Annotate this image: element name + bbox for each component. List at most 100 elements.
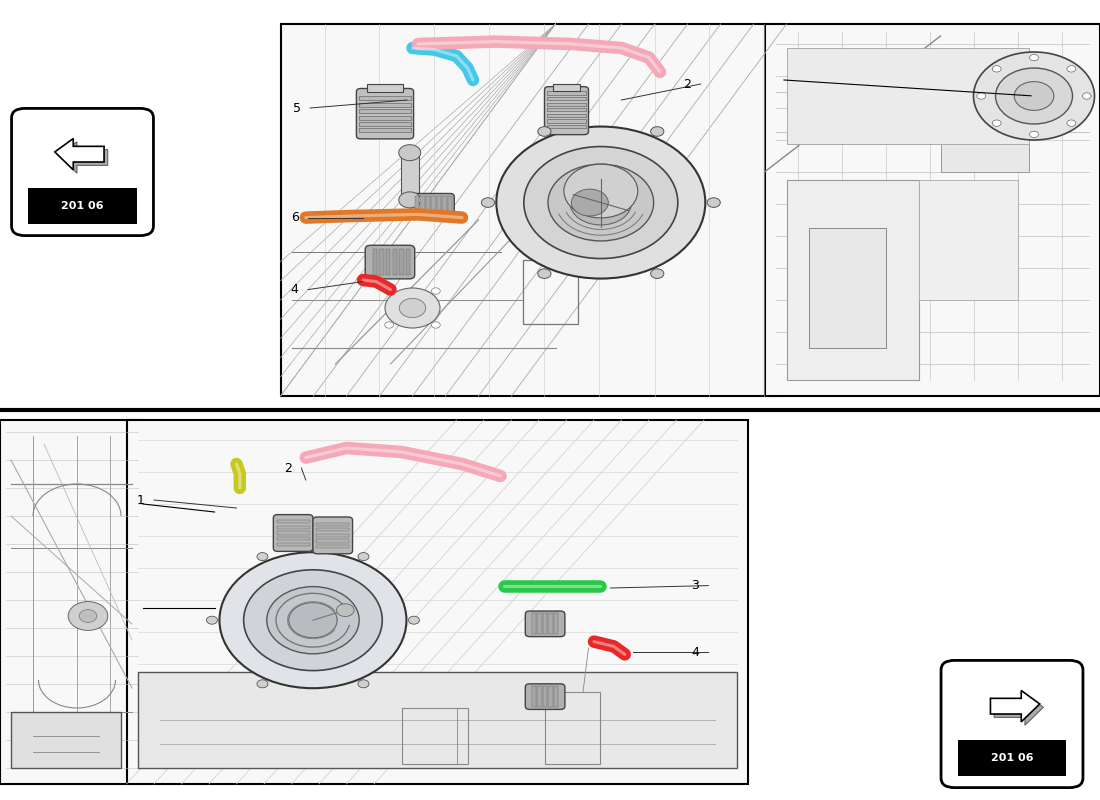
Bar	[0, 420, 143, 784]
Circle shape	[385, 288, 440, 328]
Circle shape	[257, 680, 268, 688]
Bar	[11, 712, 121, 768]
Text: 201 06: 201 06	[62, 201, 103, 210]
Bar	[538, 686, 542, 707]
Bar	[764, 24, 1100, 396]
Bar	[538, 614, 542, 634]
Bar	[549, 686, 553, 707]
Bar	[547, 97, 586, 100]
Circle shape	[385, 288, 394, 294]
Circle shape	[707, 198, 721, 207]
Circle shape	[482, 198, 495, 207]
Bar	[426, 196, 430, 217]
Circle shape	[79, 610, 97, 622]
Bar	[359, 103, 411, 107]
Polygon shape	[990, 690, 1040, 722]
Bar	[402, 708, 468, 764]
FancyBboxPatch shape	[356, 89, 414, 139]
Text: 2: 2	[284, 462, 293, 474]
Polygon shape	[994, 694, 1044, 726]
Bar	[317, 522, 350, 526]
Circle shape	[207, 616, 218, 624]
Circle shape	[571, 189, 608, 216]
Text: 1: 1	[136, 494, 145, 506]
Bar	[420, 196, 425, 217]
Text: 5: 5	[293, 102, 301, 114]
Bar	[918, 180, 1018, 300]
FancyBboxPatch shape	[365, 246, 415, 279]
Circle shape	[219, 552, 407, 688]
Bar	[276, 542, 310, 546]
Circle shape	[398, 192, 420, 208]
Bar	[808, 228, 886, 348]
Bar	[29, 188, 136, 223]
Polygon shape	[55, 138, 104, 170]
Bar	[431, 196, 436, 217]
Bar	[554, 614, 559, 634]
Bar	[406, 250, 410, 275]
Bar	[547, 91, 586, 94]
Bar	[276, 531, 310, 534]
FancyBboxPatch shape	[11, 108, 154, 235]
Bar	[553, 84, 580, 90]
Bar	[276, 537, 310, 540]
Text: 4: 4	[691, 646, 700, 658]
Circle shape	[538, 269, 551, 278]
Circle shape	[564, 164, 638, 218]
Bar	[367, 85, 403, 93]
Circle shape	[651, 269, 664, 278]
Circle shape	[266, 586, 359, 654]
FancyBboxPatch shape	[312, 517, 352, 554]
Circle shape	[651, 126, 664, 136]
Bar	[138, 672, 737, 768]
Circle shape	[1030, 54, 1038, 61]
Bar	[522, 260, 578, 324]
Bar	[544, 692, 600, 764]
Bar	[554, 686, 559, 707]
Circle shape	[538, 126, 551, 136]
Bar	[399, 250, 404, 275]
FancyBboxPatch shape	[273, 514, 312, 551]
Bar	[415, 196, 419, 217]
Polygon shape	[58, 142, 108, 174]
Bar	[543, 614, 548, 634]
Circle shape	[408, 616, 419, 624]
Circle shape	[977, 93, 986, 99]
FancyBboxPatch shape	[410, 194, 454, 219]
Bar	[393, 250, 397, 275]
Circle shape	[385, 322, 394, 328]
Bar	[359, 110, 411, 114]
Bar	[276, 520, 310, 523]
Bar	[786, 48, 1028, 144]
Bar	[547, 114, 586, 117]
Circle shape	[337, 604, 354, 617]
FancyBboxPatch shape	[942, 661, 1082, 787]
Bar	[359, 116, 411, 120]
FancyBboxPatch shape	[544, 86, 588, 134]
Bar	[786, 180, 918, 380]
Bar	[940, 60, 1028, 172]
Circle shape	[548, 164, 653, 241]
Circle shape	[570, 180, 631, 225]
Bar	[386, 250, 390, 275]
FancyBboxPatch shape	[526, 684, 565, 710]
Circle shape	[524, 146, 678, 258]
Circle shape	[358, 680, 368, 688]
Circle shape	[398, 145, 420, 161]
Bar	[359, 97, 411, 101]
Bar	[437, 196, 441, 217]
Bar	[448, 196, 452, 217]
Circle shape	[399, 298, 426, 318]
Text: a Parts diagrams.info: a Parts diagrams.info	[520, 533, 734, 667]
Circle shape	[68, 602, 108, 630]
Text: 4: 4	[290, 283, 299, 296]
Text: 201 06: 201 06	[991, 753, 1033, 762]
Circle shape	[431, 288, 440, 294]
Bar	[547, 119, 586, 122]
Text: 6: 6	[290, 211, 299, 224]
Circle shape	[358, 553, 368, 561]
Circle shape	[431, 322, 440, 328]
Bar	[547, 108, 586, 111]
Circle shape	[992, 66, 1001, 72]
Bar	[317, 539, 350, 542]
